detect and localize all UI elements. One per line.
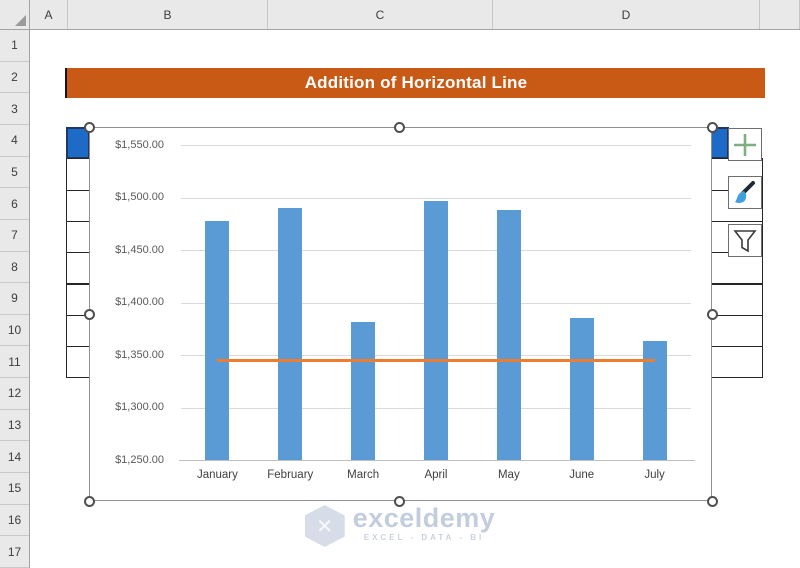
table-cell[interactable] [710, 314, 763, 348]
banner-title: Addition of Horizontal Line [304, 73, 528, 92]
y-axis-tick-label[interactable]: $1,550.00 [115, 138, 164, 151]
y-axis-tick-label[interactable]: $1,250.00 [115, 453, 164, 466]
row-header-9[interactable]: 9 [0, 283, 29, 315]
table-cell[interactable] [66, 314, 90, 348]
y-axis-tick-label[interactable]: $1,400.00 [115, 296, 164, 308]
bar-january[interactable] [205, 220, 230, 460]
chart-elements-button[interactable] [728, 128, 762, 161]
table-cell[interactable] [66, 220, 90, 254]
row-header-15[interactable]: 15 [0, 473, 29, 505]
bar-march[interactable] [351, 322, 376, 460]
title-banner-cell[interactable]: Addition of Horizontal Line [65, 68, 765, 98]
x-axis-line [179, 460, 695, 461]
column-header-a[interactable]: A [30, 0, 68, 29]
table-cell[interactable] [66, 158, 90, 191]
x-axis-label-april[interactable]: April [424, 469, 448, 481]
table-cell[interactable] [66, 346, 90, 379]
chart-styles-button[interactable] [728, 176, 762, 209]
chart-filters-button[interactable] [728, 224, 762, 257]
column-chart[interactable]: $1,550.00 $1,500.00 $1,450.00 $1,400.00 $1,3… [89, 127, 712, 501]
watermark-brand: exceldemy [352, 503, 496, 533]
table-cell[interactable] [66, 189, 90, 222]
row-header-6[interactable]: 6 [0, 188, 29, 220]
watermark-tagline: EXCEL - DATA - BI [363, 533, 485, 542]
row-header-11[interactable]: 11 [0, 346, 29, 379]
row-header-8[interactable]: 8 [0, 252, 29, 284]
horizontal-line-series[interactable] [217, 358, 655, 362]
select-all-button[interactable] [0, 0, 30, 30]
exceldemy-watermark: ✕ exceldemy EXCEL - DATA - BI [0, 505, 800, 547]
bar-february[interactable] [278, 208, 303, 460]
chart-selection-handle[interactable] [706, 121, 718, 133]
column-header-partial[interactable] [760, 0, 800, 29]
funnel-icon [733, 229, 757, 252]
row-header-14[interactable]: 14 [0, 441, 29, 474]
x-axis-label-january[interactable]: January [196, 469, 238, 481]
y-axis-tick-label[interactable]: $1,300.00 [115, 401, 164, 413]
row-header-10[interactable]: 10 [0, 315, 29, 347]
brush-icon [735, 180, 755, 203]
row-header-2[interactable]: 2 [0, 62, 29, 94]
y-axis-tick-label[interactable]: $1,500.00 [115, 191, 164, 203]
bar-june[interactable] [569, 318, 594, 460]
chart-selection-handle[interactable] [706, 308, 718, 320]
column-header-c[interactable]: C [268, 0, 493, 29]
chart-selection-handle[interactable] [393, 495, 405, 507]
chart-selection-handle[interactable] [706, 495, 718, 507]
table-cell[interactable] [710, 283, 763, 316]
x-axis-label-july[interactable]: July [644, 469, 665, 481]
row-header-17[interactable]: 17 [0, 536, 29, 568]
row-header-3[interactable]: 3 [0, 93, 29, 125]
row-header-1[interactable]: 1 [0, 30, 29, 62]
row-header-7[interactable]: 7 [0, 220, 29, 252]
chart-selection-handle[interactable] [393, 121, 405, 133]
y-axis-tick-label[interactable]: $1,450.00 [115, 243, 164, 256]
row-header-5[interactable]: 5 [0, 157, 29, 189]
bar-april[interactable] [424, 200, 448, 460]
x-axis-label-february[interactable]: February [267, 469, 314, 481]
x-axis-label-may[interactable]: May [497, 469, 520, 481]
table-cell[interactable] [710, 346, 763, 379]
select-all-triangle-icon [15, 15, 26, 26]
x-axis-label-june[interactable]: June [569, 469, 595, 481]
row-header-13[interactable]: 13 [0, 410, 29, 442]
exceldemy-logo-icon: ✕ [304, 505, 345, 547]
x-axis-label-march[interactable]: March [347, 469, 380, 481]
row-headers: 1 2 3 4 5 6 7 8 9 10 11 12 13 14 15 16 17 [0, 30, 30, 568]
column-header-b[interactable]: B [68, 0, 268, 29]
plus-icon [734, 133, 756, 156]
chart-selection-handle[interactable] [83, 308, 95, 320]
table-cell[interactable] [710, 252, 763, 285]
bar-may[interactable] [496, 210, 521, 460]
table-cell[interactable] [66, 252, 90, 285]
row-header-4[interactable]: 4 [0, 125, 29, 157]
chart-selection-handle[interactable] [83, 121, 95, 133]
chart-selection-handle[interactable] [83, 495, 95, 507]
gridline [181, 197, 691, 199]
row-header-16[interactable]: 16 [0, 505, 29, 537]
row-header-12[interactable]: 12 [0, 378, 29, 410]
column-header-d[interactable]: D [493, 0, 760, 29]
gridline [181, 145, 691, 146]
y-axis-tick-label[interactable]: $1,350.00 [115, 348, 164, 361]
